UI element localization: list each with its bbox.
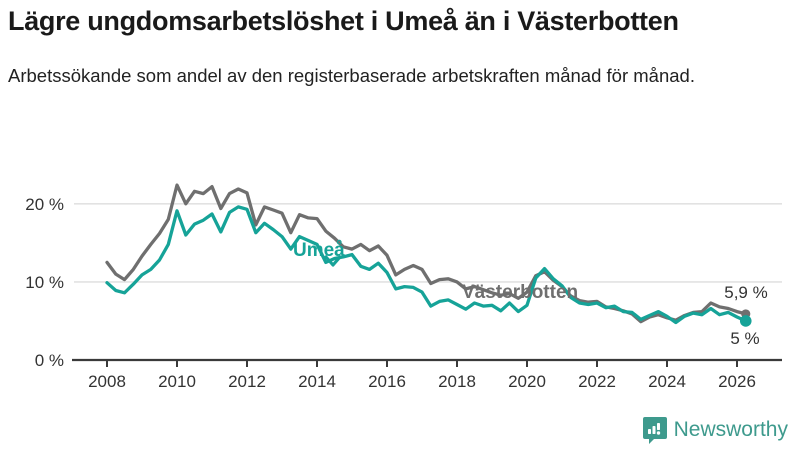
umea-label-arrow-down-icon [324, 255, 342, 267]
y-axis-tick-label: 0 % [35, 351, 64, 370]
series-label-umea: Umeå [293, 240, 345, 261]
y-axis-tick-label: 20 % [25, 195, 64, 214]
x-axis-tick-label: 2012 [228, 372, 266, 391]
x-axis-tick-label: 2010 [158, 372, 196, 391]
newsworthy-logo: Newsworthy [642, 415, 788, 445]
x-axis-tick-label: 2020 [508, 372, 546, 391]
page-title: Lägre ungdomsarbetslöshet i Umeå än i Vä… [8, 6, 679, 36]
x-axis-tick-label: 2026 [718, 372, 756, 391]
newsworthy-wordmark: Newsworthy [673, 418, 788, 441]
x-axis-tick-label: 2022 [578, 372, 616, 391]
x-axis-tick-label: 2024 [648, 372, 686, 391]
end-value-label-umea: 5 % [730, 329, 759, 348]
x-axis-tick-label: 2018 [438, 372, 476, 391]
end-value-label-vasterbotten: 5,9 % [724, 283, 767, 302]
x-axis-tick-label: 2008 [88, 372, 126, 391]
page-subtitle: Arbetssökande som andel av den registerb… [8, 65, 695, 86]
y-axis-tick-label: 10 % [25, 273, 64, 292]
newsworthy-bubble-chart-icon [642, 416, 667, 444]
chart-line-vasterbotten [105, 183, 748, 324]
chart-line-umea [105, 205, 748, 325]
series-label-vasterbotten: Västerbotten [462, 282, 578, 303]
x-axis-tick-label: 2016 [368, 372, 406, 391]
x-axis-tick-label: 2014 [298, 372, 336, 391]
end-point-dot-umea [739, 315, 752, 327]
